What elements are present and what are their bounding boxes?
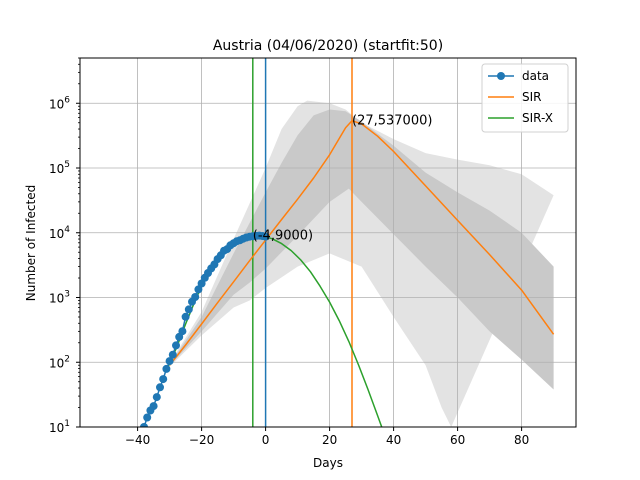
y-tick-label: 103 <box>49 290 70 306</box>
data-point <box>149 402 158 411</box>
legend: data SIR SIR-X <box>481 63 569 133</box>
y-tick-label: 104 <box>49 225 70 241</box>
x-tick-label: 20 <box>322 433 337 447</box>
chart-title: Austria (04/06/2020) (startfit:50) <box>213 38 443 54</box>
data-point <box>184 305 193 314</box>
data-point <box>159 375 168 384</box>
data-point <box>165 357 174 366</box>
vertical-lines <box>252 58 353 427</box>
x-tick-label: 0 <box>262 433 270 447</box>
legend-marker-data <box>497 72 505 80</box>
y-axis-label: Number of Infected <box>24 185 38 301</box>
data-point <box>168 350 177 359</box>
data-point <box>261 232 270 241</box>
annotations: (27,537000) (-4,9000) <box>253 114 433 244</box>
x-axis-label: Days <box>313 456 343 470</box>
data-point <box>191 293 200 301</box>
legend-label-data: data <box>522 69 549 83</box>
legend-label-sir: SIR <box>522 90 542 104</box>
data-point <box>152 393 161 402</box>
data-point <box>143 413 152 422</box>
data-point <box>181 312 190 321</box>
confidence-band-inner <box>169 109 554 390</box>
data-point <box>194 285 203 294</box>
data-point <box>178 327 187 336</box>
x-tick-label: 60 <box>450 433 465 447</box>
peak-annotation: (-4,9000) <box>253 229 313 244</box>
data-point <box>172 341 180 350</box>
data-markers <box>140 231 270 427</box>
series-line-sir <box>169 119 555 366</box>
y-axis-ticks: 101 102 103 104 105 106 <box>49 57 80 435</box>
legend-box <box>481 63 569 133</box>
x-tick-label: 40 <box>386 433 401 447</box>
y-tick-label: 106 <box>49 95 70 111</box>
x-tick-label: 80 <box>514 433 529 447</box>
x-axis-ticks: −40 −20 0 20 40 60 80 <box>125 427 529 447</box>
y-tick-label: 105 <box>49 160 70 176</box>
y-tick-label: 102 <box>49 354 70 370</box>
y-tick-label: 101 <box>49 419 70 435</box>
x-tick-label: −40 <box>125 433 150 447</box>
data-point <box>156 383 164 392</box>
data-point <box>162 364 171 373</box>
legend-label-sir-x: SIR-X <box>522 111 553 125</box>
peak-annotation: (27,537000) <box>352 114 432 129</box>
data-point <box>140 423 148 427</box>
x-tick-label: −20 <box>189 433 214 447</box>
